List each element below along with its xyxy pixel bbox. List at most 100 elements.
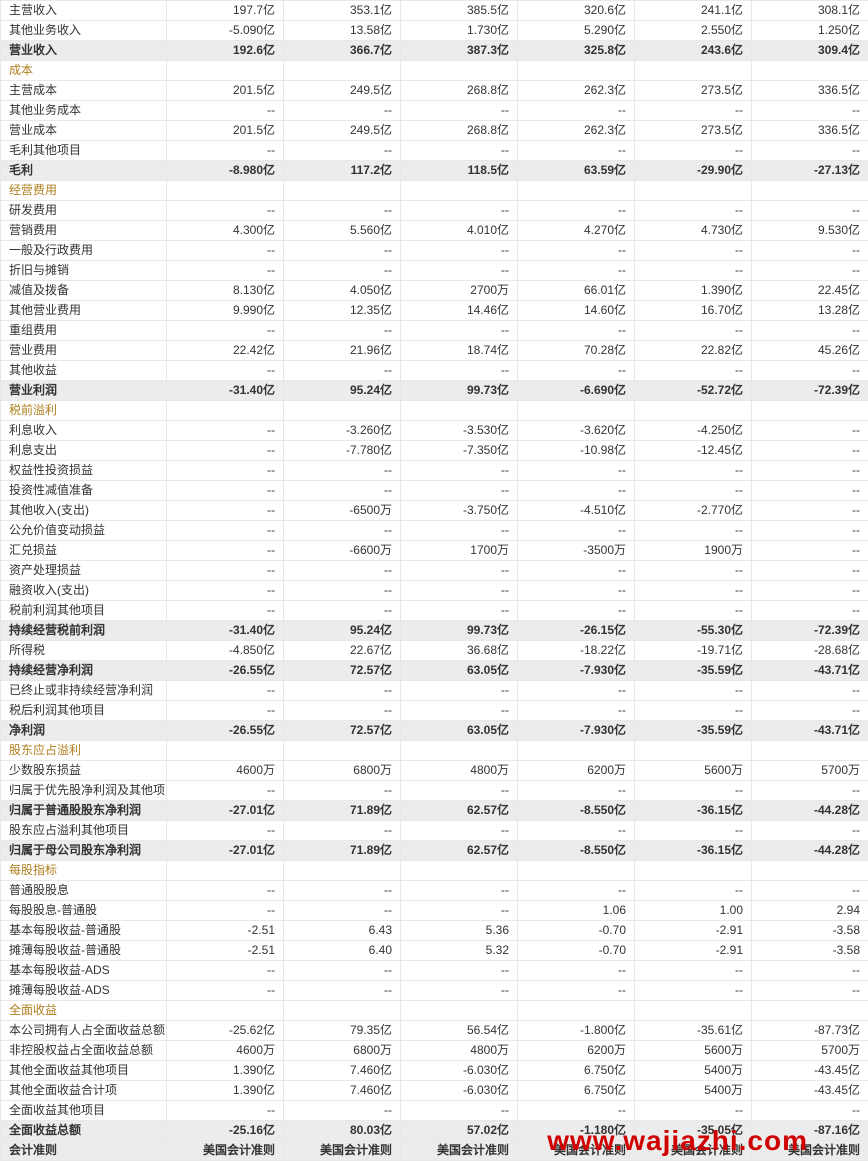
cell-value: 22.42亿 — [167, 341, 284, 361]
cell-value — [752, 61, 868, 81]
cell-value: -72.39亿 — [752, 621, 868, 641]
cell-value: -8.980亿 — [167, 161, 284, 181]
cell-value: 4.050亿 — [284, 281, 401, 301]
row-label: 每股指标 — [1, 861, 167, 881]
cell-value — [635, 181, 752, 201]
cell-value: 2.550亿 — [635, 21, 752, 41]
cell-value — [752, 181, 868, 201]
table-row: 营销费用4.300亿5.560亿4.010亿4.270亿4.730亿9.530亿 — [1, 221, 868, 241]
row-label: 营业利润 — [1, 381, 167, 401]
table-row: 营业利润-31.40亿95.24亿99.73亿-6.690亿-52.72亿-72… — [1, 381, 868, 401]
cell-value: -3.530亿 — [401, 421, 518, 441]
cell-value: -- — [752, 501, 868, 521]
cell-value: -- — [167, 981, 284, 1001]
cell-value: -- — [284, 821, 401, 841]
cell-value: -- — [518, 881, 635, 901]
cell-value: -10.98亿 — [518, 441, 635, 461]
cell-value: -- — [401, 881, 518, 901]
cell-value: 241.1亿 — [635, 1, 752, 21]
cell-value: -7.350亿 — [401, 441, 518, 461]
row-label: 主营成本 — [1, 81, 167, 101]
table-row: 全面收益其他项目------------ — [1, 1101, 868, 1121]
table-row: 普通股股息------------ — [1, 881, 868, 901]
cell-value: 4.270亿 — [518, 221, 635, 241]
cell-value: -- — [752, 421, 868, 441]
cell-value: -55.30亿 — [635, 621, 752, 641]
row-label: 所得税 — [1, 641, 167, 661]
cell-value — [167, 181, 284, 201]
cell-value — [167, 61, 284, 81]
cell-value: -- — [284, 201, 401, 221]
cell-value: -- — [518, 101, 635, 121]
cell-value: -7.780亿 — [284, 441, 401, 461]
cell-value: 80.03亿 — [284, 1121, 401, 1141]
cell-value: -- — [635, 881, 752, 901]
cell-value: -- — [518, 321, 635, 341]
cell-value: -- — [167, 521, 284, 541]
cell-value: -- — [518, 141, 635, 161]
cell-value: -- — [284, 981, 401, 1001]
row-label: 其他收入(支出) — [1, 501, 167, 521]
cell-value — [401, 741, 518, 761]
table-row: 其他收入(支出)---6500万-3.750亿-4.510亿-2.770亿-- — [1, 501, 868, 521]
cell-value: -- — [518, 521, 635, 541]
cell-value: -- — [284, 101, 401, 121]
cell-value: 2700万 — [401, 281, 518, 301]
cell-value: -4.510亿 — [518, 501, 635, 521]
cell-value: -- — [401, 601, 518, 621]
row-label: 权益性投资损益 — [1, 461, 167, 481]
cell-value: -- — [167, 881, 284, 901]
cell-value: -- — [752, 561, 868, 581]
cell-value: 201.5亿 — [167, 121, 284, 141]
cell-value: -- — [635, 521, 752, 541]
cell-value: 1.06 — [518, 901, 635, 921]
cell-value: 36.68亿 — [401, 641, 518, 661]
row-label: 持续经营税前利润 — [1, 621, 167, 641]
row-label: 全面收益其他项目 — [1, 1101, 167, 1121]
cell-value: -- — [284, 141, 401, 161]
table-row: 营业费用22.42亿21.96亿18.74亿70.28亿22.82亿45.26亿 — [1, 341, 868, 361]
cell-value: -- — [635, 701, 752, 721]
cell-value: -- — [167, 321, 284, 341]
cell-value: 201.5亿 — [167, 81, 284, 101]
cell-value: 22.67亿 — [284, 641, 401, 661]
cell-value: -- — [635, 201, 752, 221]
cell-value: -- — [401, 141, 518, 161]
cell-value: -43.45亿 — [752, 1061, 868, 1081]
cell-value: -- — [518, 201, 635, 221]
cell-value: 9.990亿 — [167, 301, 284, 321]
table-row: 持续经营净利润-26.55亿72.57亿63.05亿-7.930亿-35.59亿… — [1, 661, 868, 681]
cell-value: 美国会计准则 — [635, 1141, 752, 1161]
cell-value: 1.250亿 — [752, 21, 868, 41]
row-label: 已终止或非持续经营净利润 — [1, 681, 167, 701]
cell-value: -- — [401, 261, 518, 281]
cell-value: -- — [752, 461, 868, 481]
cell-value: 美国会计准则 — [518, 1141, 635, 1161]
row-label: 归属于普通股股东净利润 — [1, 801, 167, 821]
table-row: 税前溢利 — [1, 401, 868, 421]
cell-value: -- — [167, 501, 284, 521]
cell-value: -- — [284, 481, 401, 501]
cell-value — [284, 741, 401, 761]
cell-value: 4.730亿 — [635, 221, 752, 241]
cell-value: -- — [284, 901, 401, 921]
cell-value: -- — [635, 681, 752, 701]
cell-value: -- — [167, 141, 284, 161]
cell-value: 6.750亿 — [518, 1081, 635, 1101]
cell-value — [635, 861, 752, 881]
table-row: 经营费用 — [1, 181, 868, 201]
cell-value: 5600万 — [635, 1041, 752, 1061]
cell-value: -- — [167, 461, 284, 481]
row-label: 基本每股收益-普通股 — [1, 921, 167, 941]
row-label: 毛利 — [1, 161, 167, 181]
cell-value: -- — [167, 261, 284, 281]
table-row: 其他全面收益合计项1.390亿7.460亿-6.030亿6.750亿5400万-… — [1, 1081, 868, 1101]
cell-value: -2.91 — [635, 921, 752, 941]
cell-value: 262.3亿 — [518, 121, 635, 141]
table-row: 持续经营税前利润-31.40亿95.24亿99.73亿-26.15亿-55.30… — [1, 621, 868, 641]
cell-value: -26.15亿 — [518, 621, 635, 641]
cell-value: 4600万 — [167, 1041, 284, 1061]
cell-value: -- — [284, 241, 401, 261]
cell-value: -- — [635, 981, 752, 1001]
cell-value: -27.13亿 — [752, 161, 868, 181]
